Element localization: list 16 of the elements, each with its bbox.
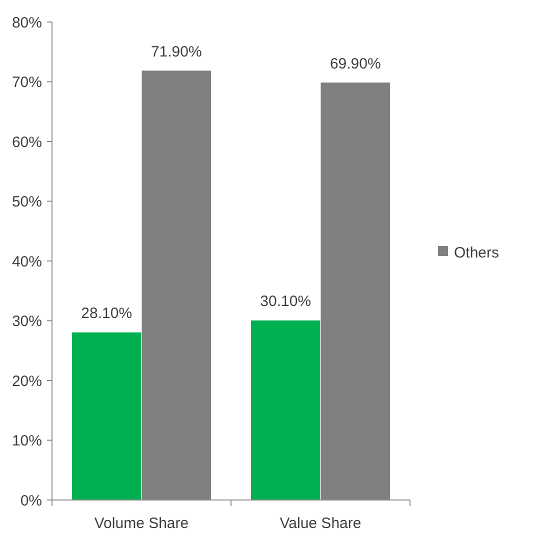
data-label: 69.90%	[330, 55, 381, 72]
y-tick-label: 20%	[12, 372, 42, 390]
data-label: 28.10%	[81, 305, 132, 322]
y-tick-label: 50%	[12, 194, 42, 210]
y-tick-label: 30%	[12, 313, 42, 330]
y-tick-label: 40%	[12, 253, 42, 270]
data-label: 71.90%	[150, 43, 202, 60]
y-tick-label: 60%	[12, 134, 42, 151]
y-tick-label: 70%	[12, 74, 42, 91]
legend-label: Others	[454, 244, 500, 262]
y-tick-label: 10%	[12, 432, 42, 450]
y-tick-label: 0%	[20, 492, 42, 510]
data-label: 30.10%	[260, 293, 312, 310]
x-tick-label: Value Share	[280, 515, 362, 532]
y-tick-label: 80%	[12, 14, 42, 32]
x-tick-label: Volume Share	[94, 515, 189, 532]
